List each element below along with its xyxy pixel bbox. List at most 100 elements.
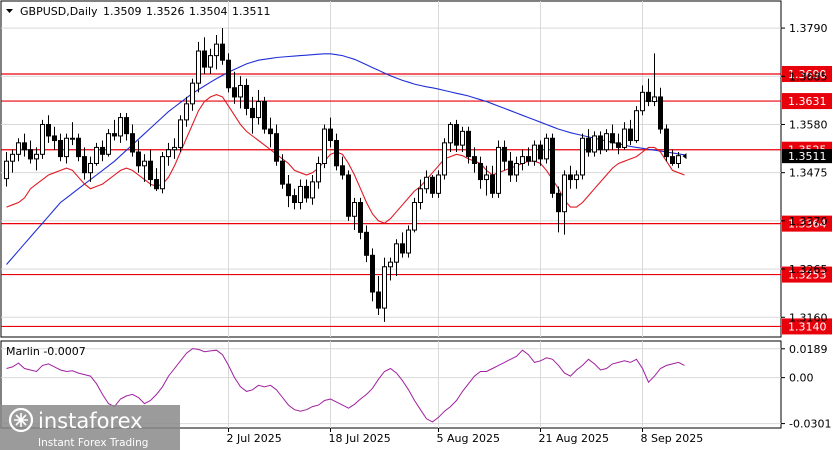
candle-body xyxy=(616,142,621,148)
candle xyxy=(628,119,633,146)
candle-body xyxy=(424,176,429,190)
candle xyxy=(64,133,69,164)
candle-body xyxy=(346,174,351,217)
candle-body xyxy=(676,155,681,164)
candle xyxy=(376,275,381,315)
candle xyxy=(568,165,573,189)
candle xyxy=(670,149,675,166)
x-tick-label: 18 Jul 2025 xyxy=(329,432,391,445)
candle xyxy=(118,113,123,143)
candle xyxy=(298,179,303,210)
candle-body xyxy=(592,135,597,153)
candle xyxy=(484,165,489,196)
y-tick-label: 1.3580 xyxy=(789,118,828,131)
candle-body xyxy=(256,101,261,119)
candle xyxy=(550,133,555,198)
candle-body xyxy=(322,128,327,164)
candle xyxy=(574,170,579,189)
time-axis: 2 Jul 2025 18 Jul 2025 5 Aug 2025 21 Aug 20… xyxy=(227,428,704,445)
candle-body xyxy=(394,243,399,263)
candle xyxy=(424,170,429,194)
candle-body xyxy=(220,43,225,61)
ohlc-high: 1.3526 xyxy=(146,5,185,18)
candle xyxy=(22,133,27,157)
candle-body xyxy=(520,156,525,164)
candle-body xyxy=(442,142,447,176)
candle-body xyxy=(88,162,93,174)
candle-body xyxy=(610,133,615,144)
candle-body xyxy=(526,156,531,162)
candle-body xyxy=(574,174,579,181)
candle-body xyxy=(460,130,465,146)
candlestick-series xyxy=(4,28,687,322)
candle xyxy=(646,78,651,107)
candle-body xyxy=(556,192,561,213)
candle-body xyxy=(622,128,627,148)
instaforex-logo-icon xyxy=(8,407,34,433)
level-price-label: 1.3364 xyxy=(788,218,827,231)
candle xyxy=(508,152,513,182)
candle xyxy=(316,156,321,189)
y-tick-label: 1.3160 xyxy=(789,311,828,324)
candle xyxy=(220,28,225,65)
candle-body xyxy=(580,137,585,176)
candle xyxy=(598,131,603,155)
candle-body xyxy=(532,144,537,162)
candle xyxy=(388,257,393,281)
candle-body xyxy=(178,119,183,148)
candle xyxy=(244,78,249,116)
candle-body xyxy=(508,160,513,176)
candle-body xyxy=(130,133,135,153)
candle-body xyxy=(538,144,543,160)
candle-body xyxy=(172,146,177,151)
price-axis: 1.3790 1.3685 1.3580 1.3475 1.3370 1.3265 1.31… xyxy=(781,22,828,324)
candle-body xyxy=(268,128,273,135)
current-price-label: 1.3511 xyxy=(788,150,827,163)
candle xyxy=(664,124,669,162)
candle xyxy=(46,115,51,143)
indicator-axis: 0.0189 0.00 -0.0301 xyxy=(781,343,831,431)
candle-body xyxy=(562,174,567,213)
indicator-pane[interactable]: 0.0189 0.00 -0.0301 Marlin -0.0007 xyxy=(0,340,831,431)
candle-body xyxy=(94,146,99,164)
candle-body xyxy=(226,59,231,89)
candle-body xyxy=(658,96,663,130)
candle xyxy=(466,126,471,164)
candle-body xyxy=(4,160,9,180)
candle-body xyxy=(646,91,651,103)
candle-body xyxy=(70,137,75,140)
candle xyxy=(286,174,291,208)
x-tick-label: 8 Sep 2025 xyxy=(641,432,704,445)
ohlc-low: 1.3504 xyxy=(189,5,228,18)
candle-body xyxy=(514,162,519,176)
candle-body xyxy=(490,174,495,194)
candle-body xyxy=(292,195,297,204)
candle xyxy=(430,174,435,198)
candle-body xyxy=(16,142,21,155)
candle xyxy=(610,124,615,150)
candle xyxy=(454,119,459,153)
candle-body xyxy=(214,43,219,57)
collapse-arrow-icon[interactable] xyxy=(6,9,13,13)
candle xyxy=(214,34,219,70)
main-chart-pane[interactable]: 1.36901.36311.35251.33641.32531.31401.35… xyxy=(0,0,832,338)
candle xyxy=(676,152,681,169)
candle-body xyxy=(154,179,159,190)
candle-body xyxy=(412,202,417,231)
candle xyxy=(82,147,87,180)
candle-body xyxy=(64,137,69,158)
candle-body xyxy=(586,137,591,153)
level-price-label: 1.3690 xyxy=(788,68,827,81)
candle-body xyxy=(232,87,237,98)
candle-body xyxy=(652,96,657,103)
candle xyxy=(154,168,159,192)
candle xyxy=(268,117,273,148)
candle xyxy=(544,133,549,164)
y-tick-label: 0.0189 xyxy=(789,343,828,356)
candle-body xyxy=(388,261,393,268)
candle xyxy=(100,140,105,162)
marlin-line xyxy=(6,348,685,423)
candle-body xyxy=(118,117,123,137)
candle xyxy=(58,133,63,162)
